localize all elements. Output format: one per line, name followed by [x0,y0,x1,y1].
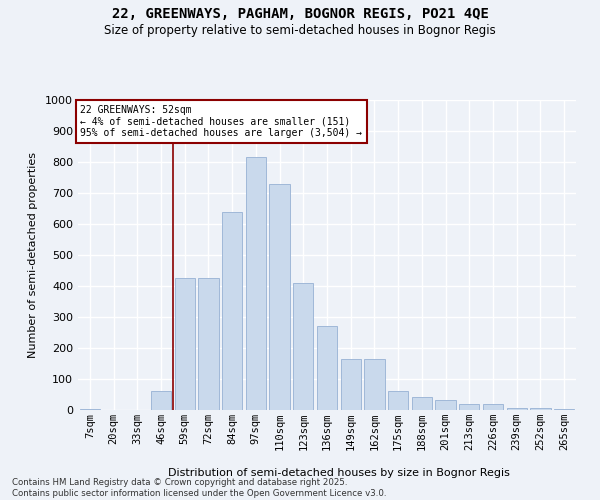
Bar [222,212,242,410]
Bar [317,326,337,410]
Bar [459,404,479,410]
Bar [246,158,266,410]
Text: Distribution of semi-detached houses by size in Bognor Regis: Distribution of semi-detached houses by … [168,468,510,477]
Bar [175,278,195,410]
Bar [199,278,218,410]
Bar [388,391,408,410]
Bar [506,408,527,410]
Bar [436,400,455,410]
Text: 22 GREENWAYS: 52sqm
← 4% of semi-detached houses are smaller (151)
95% of semi-d: 22 GREENWAYS: 52sqm ← 4% of semi-detache… [80,104,362,138]
Bar [269,184,290,410]
Text: 22, GREENWAYS, PAGHAM, BOGNOR REGIS, PO21 4QE: 22, GREENWAYS, PAGHAM, BOGNOR REGIS, PO2… [112,8,488,22]
Bar [151,391,171,410]
Bar [554,409,574,410]
Text: Contains HM Land Registry data © Crown copyright and database right 2025.
Contai: Contains HM Land Registry data © Crown c… [12,478,386,498]
Bar [341,359,361,410]
Bar [364,359,385,410]
Bar [530,408,551,410]
Bar [293,283,313,410]
Y-axis label: Number of semi-detached properties: Number of semi-detached properties [28,152,38,358]
Bar [483,404,503,410]
Text: Size of property relative to semi-detached houses in Bognor Regis: Size of property relative to semi-detach… [104,24,496,37]
Bar [412,397,432,410]
